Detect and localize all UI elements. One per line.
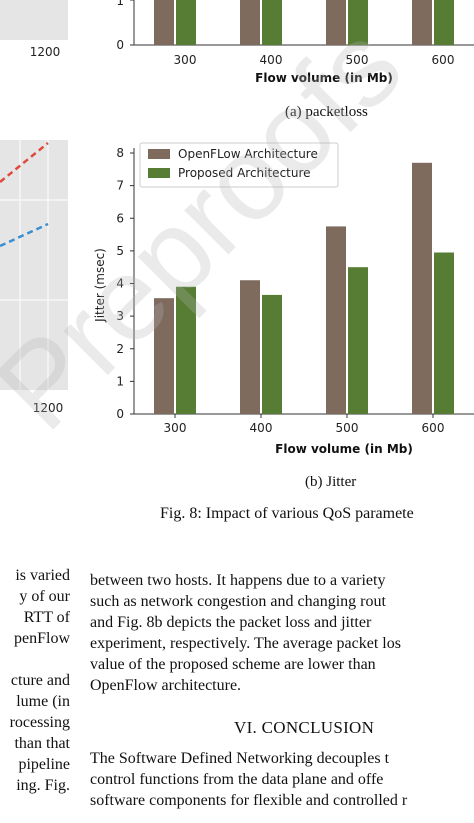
text-line: ing. Fig. bbox=[16, 777, 70, 794]
bar-proposed-400 bbox=[262, 0, 282, 45]
text-line bbox=[0, 649, 70, 670]
text-line: such as network congestion and changing … bbox=[90, 593, 386, 610]
left-line-chart-fragment: 1200 bbox=[0, 140, 68, 415]
text-line: The Software Defined Networking decouple… bbox=[90, 750, 390, 767]
x-tick-label: 600 bbox=[432, 53, 455, 67]
x-tick-label: 500 bbox=[336, 421, 359, 435]
x-tick-label: 1200 bbox=[33, 401, 64, 415]
jitter-bars bbox=[154, 162, 454, 414]
y-axis-label: Jitter (msec) bbox=[94, 248, 107, 323]
text-line: rocessing bbox=[9, 714, 70, 731]
y-tick-label: 8 bbox=[116, 146, 124, 160]
bar-openflow-600 bbox=[412, 0, 432, 45]
text-line: value of the proposed scheme are lower t… bbox=[90, 656, 376, 673]
text-line: is varied bbox=[15, 567, 70, 584]
packetloss-chart: 1 0 300 400 500 600 Flow volume (in Mb) bbox=[116, 0, 474, 85]
y-tick-label: 2 bbox=[116, 342, 124, 356]
text-line: RTT of bbox=[23, 609, 70, 626]
text-line: experiment, respectively. The average pa… bbox=[90, 635, 401, 652]
bar-proposed-400 bbox=[262, 294, 282, 414]
bar-proposed-600 bbox=[434, 252, 454, 414]
red-dashed-line bbox=[0, 142, 49, 183]
y-tick-label: 1 bbox=[116, 374, 124, 388]
text-line: pipeline bbox=[18, 756, 70, 773]
text-line: control functions from the data plane an… bbox=[90, 771, 384, 788]
x-axis-label: Flow volume (in Mb) bbox=[275, 442, 413, 456]
text-line: software components for flexible and con… bbox=[90, 792, 408, 809]
blue-dashed-line bbox=[0, 222, 49, 248]
text-line: OpenFlow architecture. bbox=[90, 677, 242, 694]
legend-swatch-openflow bbox=[148, 149, 170, 159]
x-tick-label: 1200 bbox=[30, 45, 61, 59]
y-tick-label: 1 bbox=[116, 0, 124, 8]
x-tick-label: 600 bbox=[422, 421, 445, 435]
left-top-chart-fragment: 1200 bbox=[0, 0, 68, 59]
subfig-b-caption: (b) Jitter bbox=[305, 474, 357, 490]
jitter-chart: 0 1 2 3 4 5 6 7 8 300 400 500 600 OpenFLow Architect… bbox=[94, 142, 474, 456]
y-tick-label: 3 bbox=[116, 309, 124, 323]
legend-box bbox=[139, 142, 339, 188]
x-tick-label: 400 bbox=[260, 53, 283, 67]
conclusion-text: The Software Defined Networking decouple… bbox=[90, 748, 474, 811]
bar-openflow-300 bbox=[154, 298, 174, 414]
y-tick-label: 0 bbox=[116, 38, 124, 52]
bar-openflow-500 bbox=[326, 0, 346, 45]
right-column-text: between two hosts. It happens due to a v… bbox=[90, 570, 474, 696]
plot-background bbox=[0, 0, 68, 40]
x-tick-label: 300 bbox=[174, 53, 197, 67]
y-tick-label: 7 bbox=[116, 179, 124, 193]
text-line: lume (in bbox=[16, 693, 70, 710]
bar-proposed-500 bbox=[348, 0, 368, 45]
figure-caption: Fig. 8: Impact of various QoS paramete bbox=[160, 505, 414, 522]
text-line: than that bbox=[14, 735, 70, 752]
bar-proposed-300 bbox=[176, 286, 196, 414]
y-tick-label: 6 bbox=[116, 211, 124, 225]
bar-proposed-500 bbox=[348, 267, 368, 414]
legend-swatch-proposed bbox=[148, 168, 170, 178]
x-tick-label: 400 bbox=[250, 421, 273, 435]
text-line: y of our bbox=[19, 588, 70, 605]
bar-proposed-300 bbox=[176, 0, 196, 45]
text-line: between two hosts. It happens due to a v… bbox=[90, 572, 386, 589]
bar-openflow-600 bbox=[412, 162, 432, 414]
bar-openflow-400 bbox=[240, 0, 260, 45]
x-axis-label: Flow volume (in Mb) bbox=[255, 71, 393, 85]
subfig-a-caption: (a) packetloss bbox=[285, 104, 368, 120]
plot-background bbox=[0, 140, 68, 390]
text-line: cture and bbox=[10, 672, 70, 689]
bar-openflow-500 bbox=[326, 226, 346, 414]
y-tick-label: 4 bbox=[116, 277, 124, 291]
text-line: and Fig. 8b depicts the packet loss and … bbox=[90, 614, 372, 631]
legend-label-openflow: OpenFLow Architecture bbox=[178, 147, 318, 161]
x-tick-label: 300 bbox=[164, 421, 187, 435]
left-column-text: is varied y of our RTT of penFlow cture … bbox=[0, 565, 70, 796]
legend: OpenFLow Architecture Proposed Architect… bbox=[139, 142, 339, 188]
y-tick-label: 5 bbox=[116, 244, 124, 258]
bar-openflow-300 bbox=[154, 0, 174, 45]
bar-proposed-600 bbox=[434, 0, 454, 45]
legend-label-proposed: Proposed Architecture bbox=[178, 166, 311, 180]
text-line: penFlow bbox=[14, 630, 70, 647]
y-tick-label: 0 bbox=[116, 407, 124, 421]
section-heading: VI. CONCLUSION bbox=[234, 718, 375, 737]
x-tick-label: 500 bbox=[346, 53, 369, 67]
bar-openflow-400 bbox=[240, 280, 260, 414]
